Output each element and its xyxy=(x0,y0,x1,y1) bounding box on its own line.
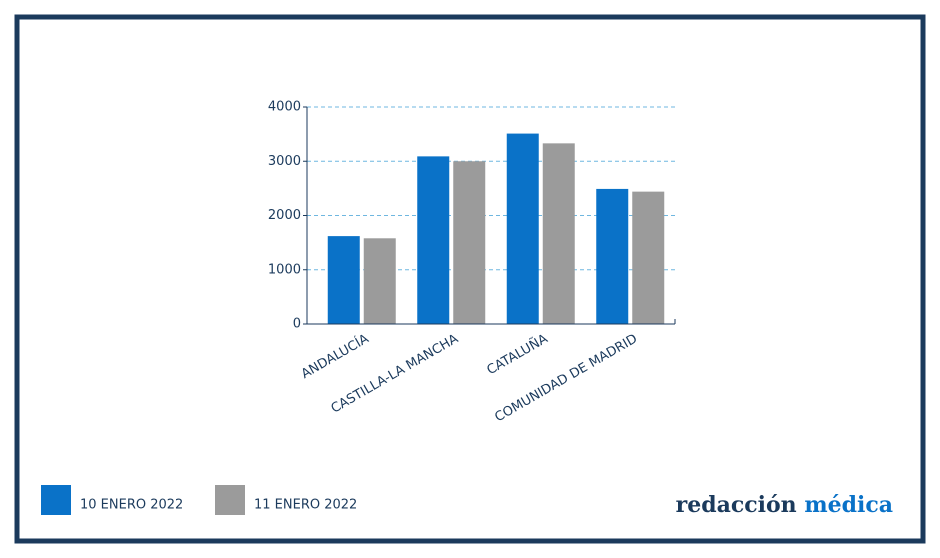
y-tick-label: 2000 xyxy=(268,208,301,223)
legend-swatch xyxy=(41,485,71,515)
legend-label: 11 ENERO 2022 xyxy=(254,498,357,513)
y-tick-label: 4000 xyxy=(268,100,301,115)
bar xyxy=(506,133,539,324)
logo: redacción médica xyxy=(676,492,893,518)
y-tick-label: 3000 xyxy=(268,154,301,169)
legend-label: 10 ENERO 2022 xyxy=(80,498,183,513)
y-tick-label: 0 xyxy=(293,317,301,332)
bar xyxy=(542,143,575,324)
bar xyxy=(453,161,486,324)
bar xyxy=(327,236,360,324)
bar xyxy=(417,156,450,324)
logo-second: médica xyxy=(804,492,893,518)
y-tick-label: 1000 xyxy=(268,262,301,277)
bar xyxy=(632,191,665,324)
bar xyxy=(596,188,629,324)
legend-swatch xyxy=(215,485,245,515)
bar xyxy=(363,238,396,324)
logo-first: redacción xyxy=(676,492,797,518)
